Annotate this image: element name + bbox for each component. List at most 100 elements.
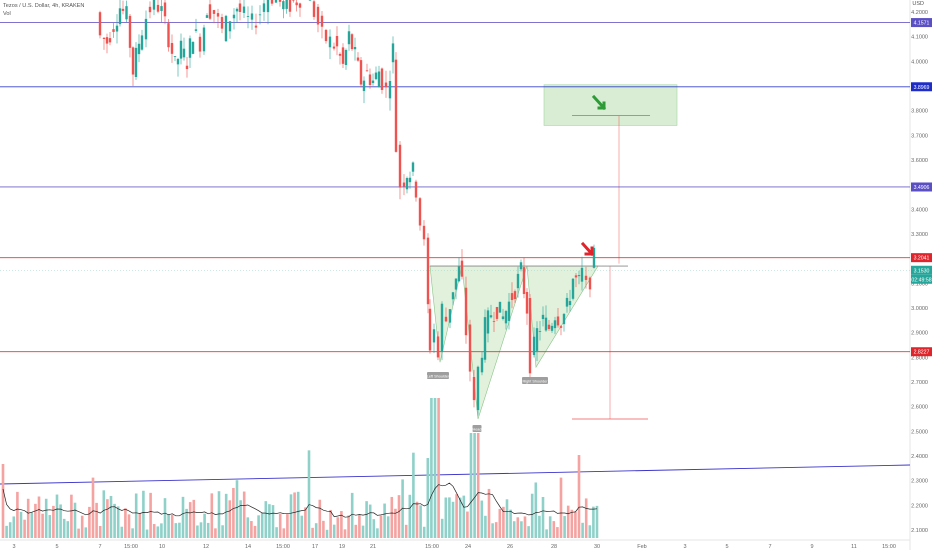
volume-bar bbox=[66, 521, 70, 538]
volume-bar bbox=[242, 491, 246, 538]
candle bbox=[541, 306, 545, 327]
candle-body bbox=[242, 6, 246, 13]
candle-body bbox=[274, 0, 278, 3]
annotation-label: Left Shoulder bbox=[427, 375, 450, 379]
volume-bar bbox=[178, 522, 181, 538]
candle-body bbox=[483, 317, 487, 360]
volume-indicator-label: Vol bbox=[3, 11, 11, 17]
pattern-annotation: Head bbox=[472, 425, 482, 432]
candle-body bbox=[344, 49, 348, 66]
volume-bar bbox=[386, 516, 390, 538]
candle-body bbox=[188, 38, 192, 58]
volume-bar bbox=[480, 500, 484, 538]
volume-bar bbox=[26, 498, 30, 538]
volume-bar bbox=[185, 508, 188, 538]
candle-body bbox=[408, 177, 412, 183]
candle bbox=[274, 0, 278, 3]
volume-bar bbox=[455, 494, 458, 538]
candle-body bbox=[436, 336, 440, 358]
candle-body bbox=[140, 35, 144, 50]
volume-bar bbox=[494, 522, 498, 538]
time-tick-label: 10 bbox=[159, 544, 165, 550]
candle bbox=[258, 5, 262, 25]
volume-bar bbox=[12, 516, 16, 538]
candle bbox=[167, 19, 170, 52]
price-tick-label: 2.4000 bbox=[911, 454, 928, 460]
volume-bar bbox=[199, 522, 203, 538]
candle bbox=[553, 316, 557, 335]
candle bbox=[137, 34, 141, 63]
volume-bar bbox=[239, 500, 242, 538]
volume-bar bbox=[372, 519, 376, 538]
candle-body bbox=[246, 16, 250, 17]
candle-body bbox=[472, 376, 476, 401]
volume-bar bbox=[566, 505, 570, 538]
volume-bar bbox=[210, 493, 214, 538]
candle-body bbox=[547, 324, 551, 330]
volume-bar bbox=[440, 518, 444, 538]
candle-body bbox=[105, 37, 109, 44]
volume-bar bbox=[5, 525, 8, 538]
volume-bar bbox=[120, 526, 124, 538]
candle bbox=[426, 233, 430, 314]
candle-body bbox=[202, 27, 206, 52]
candle bbox=[156, 0, 160, 14]
candle bbox=[574, 272, 578, 288]
volume-bar bbox=[109, 495, 113, 538]
candle-body bbox=[163, 2, 167, 17]
volume-bar bbox=[196, 525, 199, 538]
candle bbox=[398, 141, 402, 200]
volume-bar bbox=[145, 529, 149, 538]
candle-body bbox=[391, 43, 395, 63]
candle-body bbox=[584, 275, 588, 280]
volume-bar bbox=[246, 517, 250, 538]
annotation-bg bbox=[472, 425, 482, 432]
candle-body bbox=[98, 12, 102, 36]
price-level-badge: 3.8969 bbox=[911, 82, 932, 92]
volume-bar bbox=[167, 514, 170, 538]
volume-bar bbox=[412, 452, 415, 538]
volume-moving-average bbox=[2, 482, 598, 518]
candle bbox=[182, 37, 186, 61]
candle-body bbox=[398, 144, 402, 188]
price-tick-label: 2.8000 bbox=[911, 355, 928, 361]
volume-bar bbox=[257, 515, 260, 538]
volume-bar bbox=[275, 527, 278, 538]
candle-body bbox=[538, 331, 542, 332]
candle-body bbox=[588, 277, 592, 290]
candle bbox=[562, 312, 566, 332]
volume-bar bbox=[419, 505, 422, 538]
candle bbox=[535, 321, 539, 361]
candle bbox=[270, 0, 274, 6]
candle-body bbox=[510, 293, 514, 301]
candle bbox=[486, 307, 490, 343]
volume-bar bbox=[520, 521, 523, 538]
candle-body bbox=[134, 47, 138, 78]
candle bbox=[328, 29, 332, 60]
volume-bar bbox=[91, 477, 95, 538]
candle-body bbox=[198, 36, 202, 52]
candle-body bbox=[235, 8, 239, 12]
candle bbox=[198, 33, 202, 58]
volume-bar bbox=[192, 499, 196, 538]
volume-bar bbox=[466, 511, 469, 538]
candle bbox=[185, 57, 189, 78]
volume-bar bbox=[491, 523, 494, 538]
volume-bar bbox=[534, 482, 538, 538]
candle-body bbox=[112, 29, 115, 32]
candle bbox=[312, 0, 316, 20]
candle bbox=[483, 309, 487, 363]
candle bbox=[344, 48, 348, 70]
candle bbox=[292, 0, 295, 3]
countdown-badge-label: 02:49:58 bbox=[911, 277, 931, 283]
candle bbox=[232, 8, 236, 30]
volume-bar bbox=[545, 529, 548, 538]
candle-body bbox=[426, 237, 430, 305]
volume-bar bbox=[152, 524, 156, 538]
candle-body bbox=[432, 329, 436, 343]
volume-bar bbox=[347, 515, 350, 538]
price-level-badge-label: 3.4906 bbox=[914, 185, 930, 191]
volume-bar bbox=[19, 511, 23, 538]
volume-bar bbox=[487, 488, 491, 538]
